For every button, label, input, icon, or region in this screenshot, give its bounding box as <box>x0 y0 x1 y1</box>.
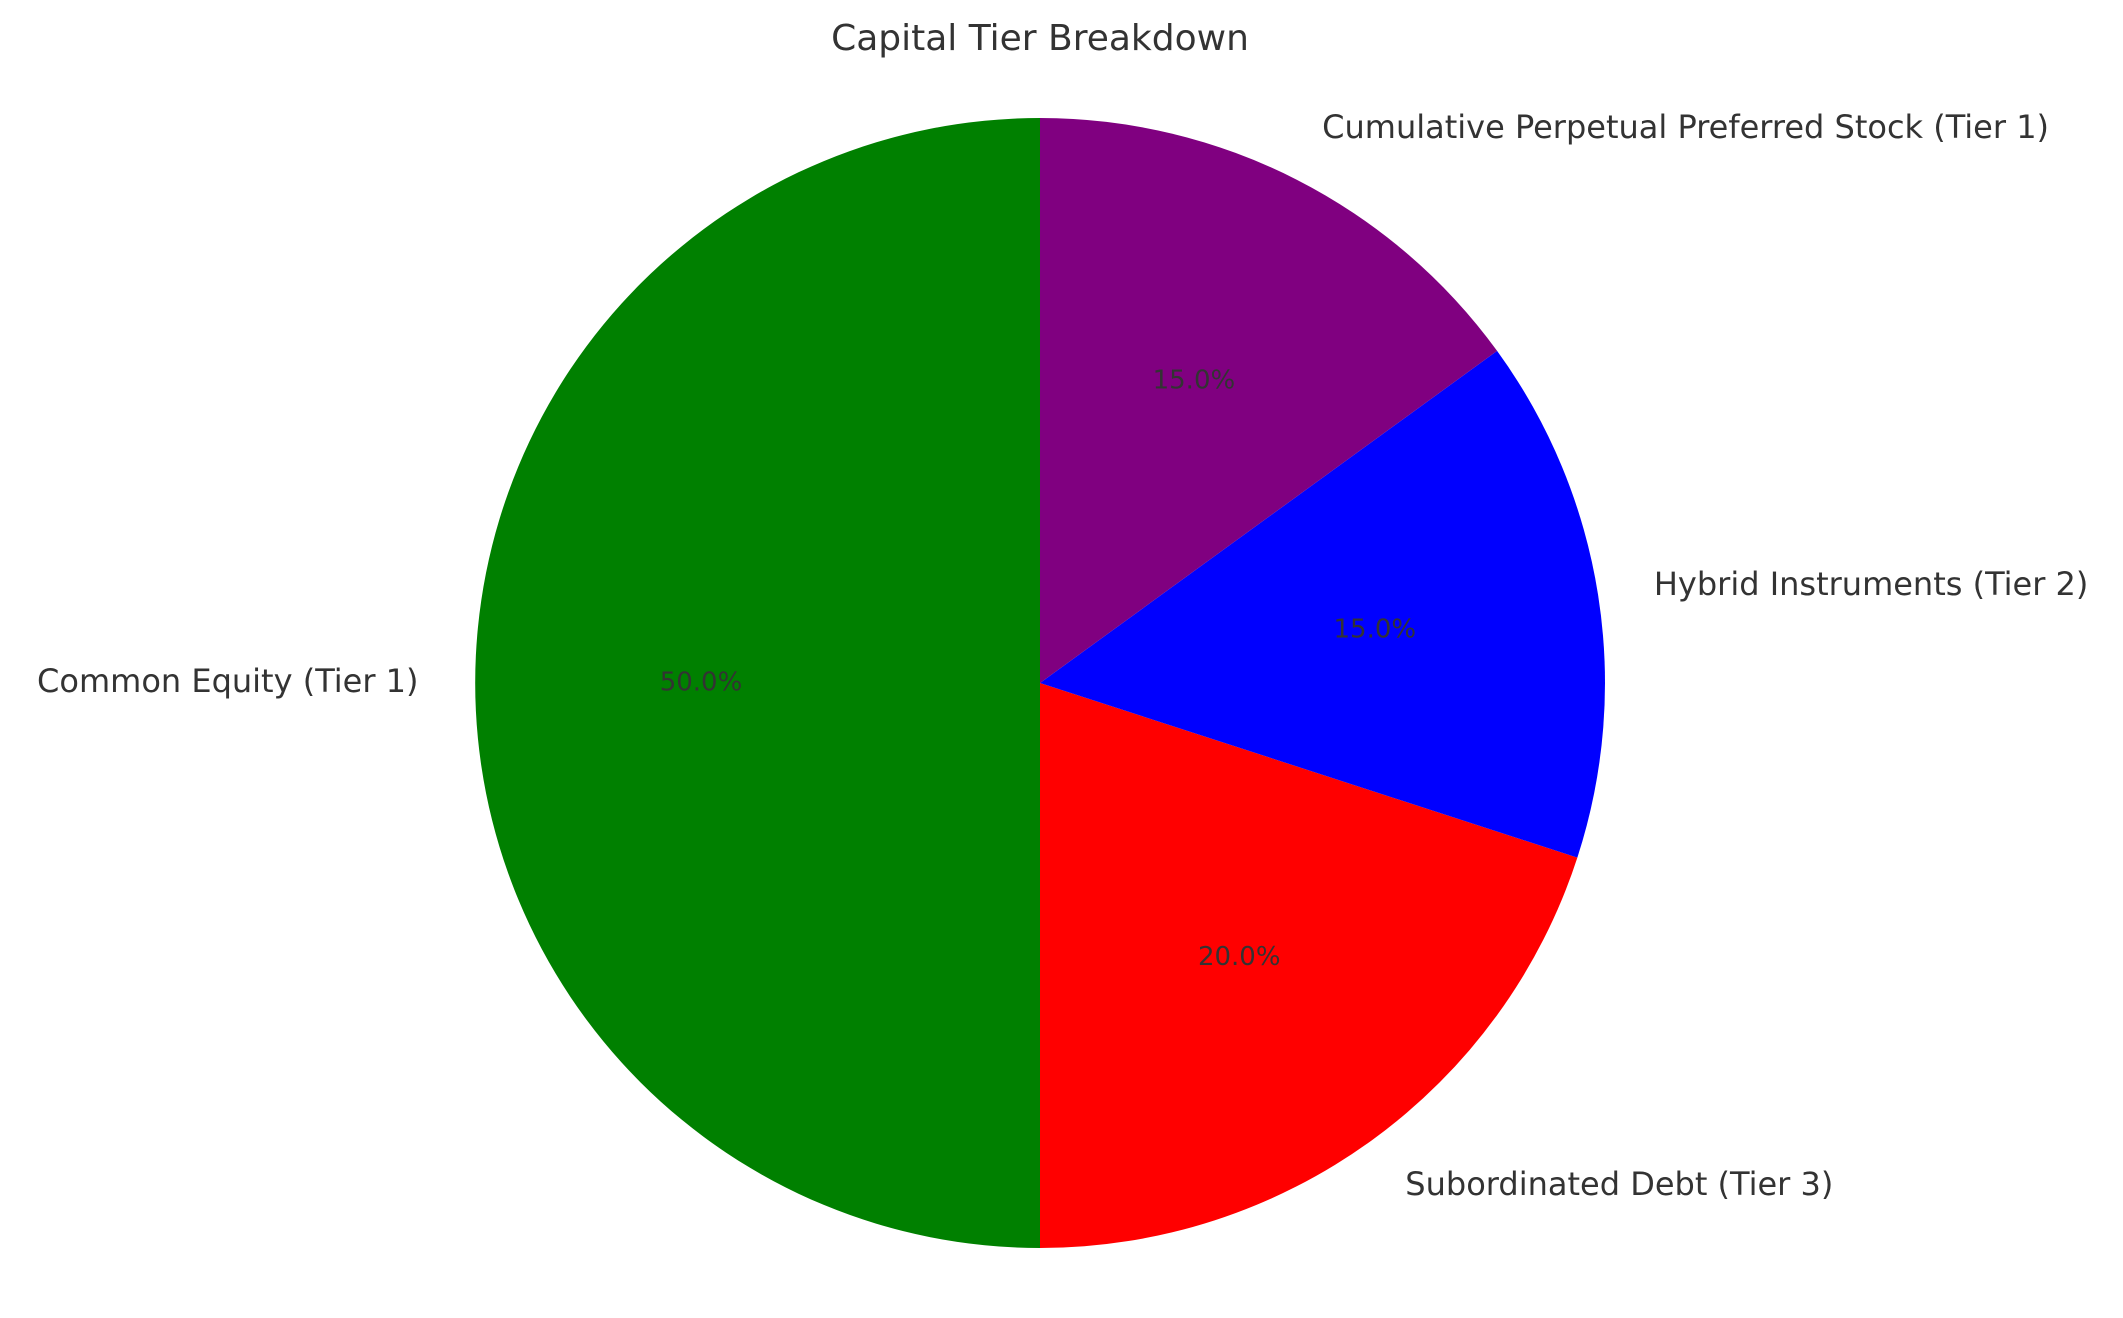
pie-slices <box>475 118 1605 1248</box>
chart-title: Capital Tier Breakdown <box>831 18 1249 59</box>
slice-label-common-equity-tier-1: Common Equity (Tier 1) <box>37 662 418 700</box>
percent-label-cumulative-perpetual-preferred-stock-tier-1: 15.0% <box>1153 365 1236 395</box>
percent-label-hybrid-instruments-tier-2: 15.0% <box>1334 614 1417 644</box>
slice-label-subordinated-debt-tier-3: Subordinated Debt (Tier 3) <box>1405 1165 1833 1203</box>
percent-label-common-equity-tier-1: 50.0% <box>660 668 743 698</box>
pie-slice-hybrid-instruments-tier-2 <box>1040 350 1605 858</box>
pie-slice-cumulative-perpetual-preferred-stock-tier-1 <box>1040 118 1498 683</box>
slice-label-cumulative-perpetual-preferred-stock-tier-1: Cumulative Perpetual Preferred Stock (Ti… <box>1322 108 2049 146</box>
pie-slice-labels: Common Equity (Tier 1) Subordinated Debt … <box>37 108 2088 1203</box>
slice-label-hybrid-instruments-tier-2: Hybrid Instruments (Tier 2) <box>1654 565 2089 603</box>
pie-slice-subordinated-debt-tier-3 <box>1040 683 1578 1248</box>
pie-slice-common-equity-tier-1 <box>475 118 1041 1248</box>
pie-percent-labels: 50.0% 20.0% 15.0% 15.0% <box>660 365 1416 971</box>
percent-label-subordinated-debt-tier-3: 20.0% <box>1198 942 1281 972</box>
